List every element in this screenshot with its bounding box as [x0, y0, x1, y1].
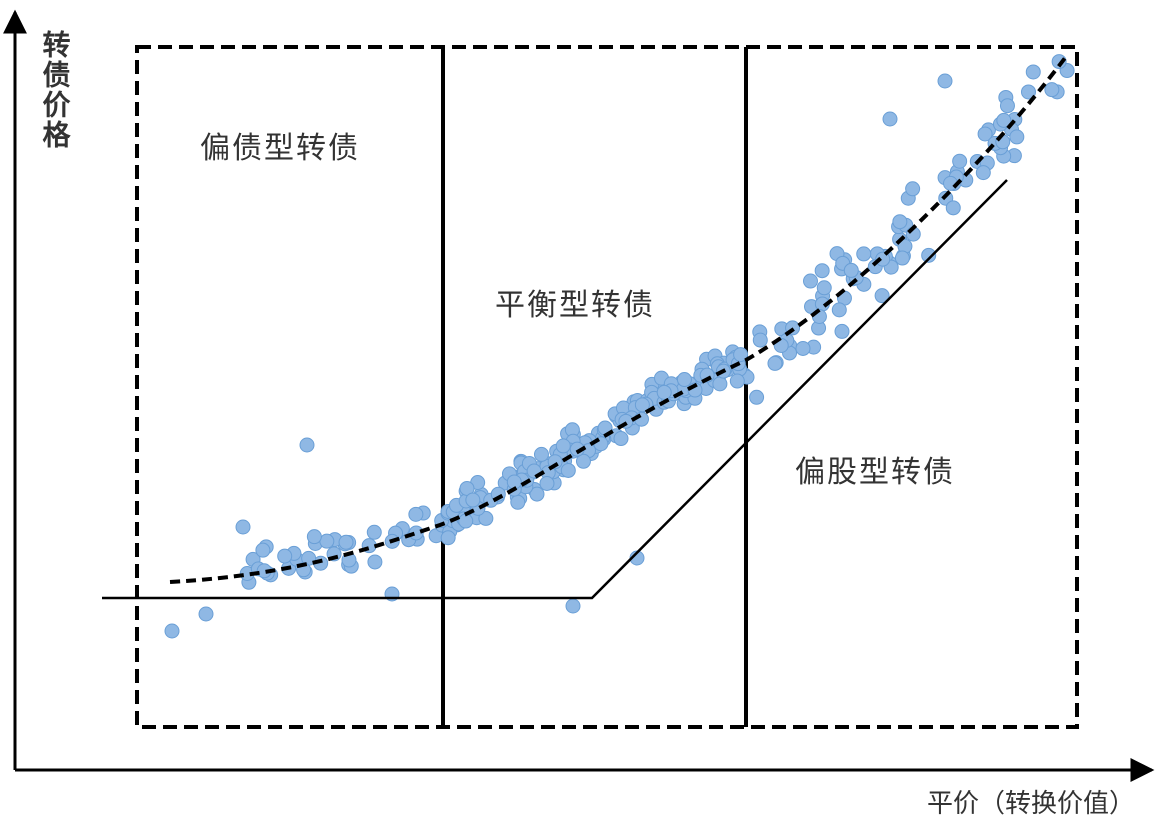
x-axis-label: 平价（转换价值）: [927, 789, 1135, 819]
dot: [999, 98, 1015, 114]
dot: [338, 534, 354, 550]
dot: [977, 126, 993, 142]
dot: [767, 355, 783, 371]
region-box: [135, 45, 1079, 729]
dot: [874, 288, 890, 304]
dot: [613, 431, 629, 447]
dot: [952, 153, 968, 169]
dot: [733, 347, 749, 363]
dot: [1009, 129, 1025, 145]
dot: [712, 376, 728, 392]
dot: [729, 373, 745, 389]
dot: [1020, 84, 1036, 100]
region-label: 偏股型转债: [795, 455, 955, 490]
dot: [1044, 82, 1060, 98]
dot: [366, 524, 382, 540]
dot: [882, 111, 898, 127]
dot: [319, 533, 335, 549]
dot: [529, 486, 545, 502]
dot: [676, 372, 692, 388]
dot: [555, 438, 571, 454]
dot: [795, 340, 811, 356]
dot: [465, 492, 481, 508]
dot: [198, 606, 214, 622]
dot: [367, 554, 383, 570]
dot: [634, 397, 650, 413]
dot: [905, 181, 921, 197]
dot: [831, 302, 847, 318]
dot: [235, 519, 251, 535]
dot: [975, 165, 991, 181]
dot: [277, 548, 293, 564]
dot: [164, 623, 180, 639]
dot: [408, 506, 424, 522]
region-label: 平衡型转债: [495, 288, 655, 323]
dot: [892, 214, 908, 230]
y-axis-label: 转债价格: [39, 30, 72, 150]
dot: [937, 73, 953, 89]
price-curve: [169, 56, 1067, 584]
dot: [996, 112, 1012, 128]
dot: [834, 323, 850, 339]
dot: [478, 510, 494, 526]
dot: [539, 475, 555, 491]
dot: [533, 446, 549, 462]
dot: [749, 389, 765, 405]
dot: [255, 542, 271, 558]
dot: [575, 453, 591, 469]
dot: [856, 246, 872, 262]
dot: [408, 525, 424, 541]
dot: [803, 273, 819, 289]
dot: [814, 263, 830, 279]
dot: [1025, 64, 1041, 80]
dot: [945, 200, 961, 216]
dot: [894, 250, 910, 266]
dot: [299, 437, 315, 453]
dot: [440, 530, 456, 546]
dot: [816, 280, 832, 296]
floor-line: [102, 179, 1008, 600]
dot: [306, 529, 322, 545]
region-label: 偏债型转债: [200, 131, 360, 166]
dot: [560, 462, 576, 478]
dot: [752, 332, 768, 348]
dot: [921, 247, 937, 263]
dot: [565, 598, 581, 614]
dot: [843, 262, 859, 278]
dot: [510, 494, 526, 510]
dot: [875, 251, 891, 267]
dot: [656, 384, 672, 400]
